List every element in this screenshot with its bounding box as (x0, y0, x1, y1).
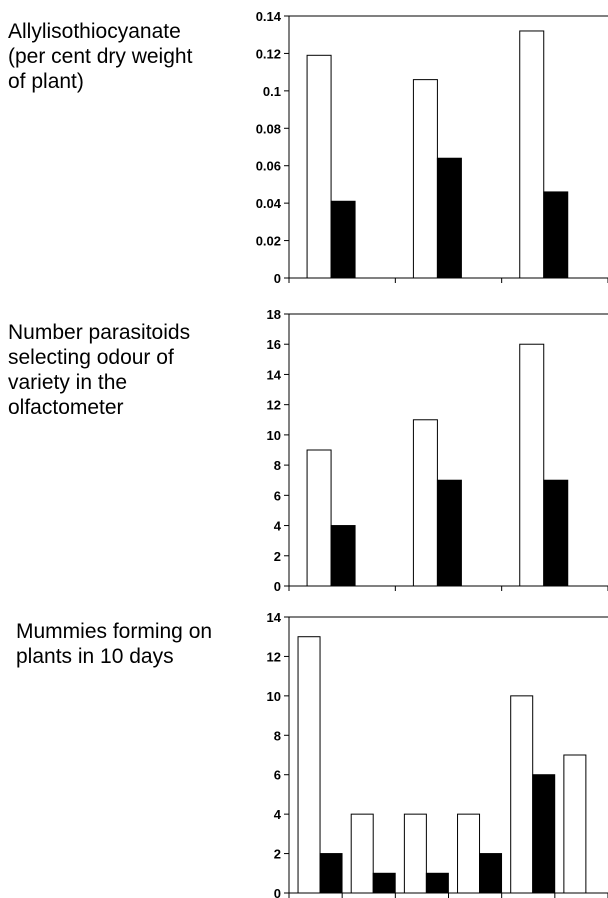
chart-3-ytick-label: 4 (274, 807, 282, 822)
chart-1-title: Allylisothiocyanate (per cent dry weight… (8, 20, 193, 93)
chart-3-bar (425, 872, 449, 894)
chart-2-ytick-label: 2 (274, 549, 281, 564)
chart-2-ytick-label: 10 (267, 428, 281, 443)
chart-3-bar (403, 813, 427, 894)
chart-2-ytick-label: 0 (274, 579, 281, 594)
chart-2-title: Number parasitoids selecting odour of va… (8, 321, 191, 419)
chart-3-ytick-label: 10 (267, 689, 281, 704)
chart-3-bar (563, 754, 587, 894)
chart-3-bar (479, 853, 503, 894)
chart-3-bar (457, 813, 481, 894)
chart-1-ytick-label: 0.06 (256, 159, 281, 174)
chart-1-ytick-label: 0.02 (256, 234, 281, 249)
chart-2-bar (412, 419, 438, 587)
chart-2-ytick-label: 4 (274, 519, 282, 534)
chart-1-ytick-label: 0.04 (256, 196, 282, 211)
chart-3-title: Mummies forming on plants in 10 days (16, 620, 213, 668)
chart-2-bar (436, 479, 462, 587)
chart-2-ytick-label: 8 (274, 458, 281, 473)
chart-3-bar (319, 853, 343, 894)
chart-3-ytick-label: 8 (274, 728, 281, 743)
chart-3-ytick-label: 2 (274, 847, 281, 862)
chart-1-bar (412, 79, 438, 279)
chart-3-bar (372, 872, 396, 894)
chart-1-bar (436, 157, 462, 279)
chart-3-bar (532, 774, 556, 894)
chart-2-ytick-label: 12 (267, 398, 281, 413)
chart-2-bar (330, 525, 356, 587)
chart-3-ytick-label: 6 (274, 768, 281, 783)
chart-1-ytick-label: 0.12 (256, 46, 281, 61)
chart-2-bar (306, 449, 332, 587)
chart-2-bar (519, 343, 545, 587)
chart-3-bar (297, 636, 321, 894)
chart-1-bar (519, 30, 545, 279)
chart-1-bar (330, 200, 356, 279)
chart-2-ytick-label: 14 (267, 367, 282, 382)
chart-2-bar (543, 479, 569, 587)
chart-1-ytick-label: 0 (274, 271, 281, 286)
chart-3-bar (350, 813, 374, 894)
chart-1-ytick-label: 0.14 (256, 9, 282, 24)
chart-3-ytick-label: 0 (274, 886, 281, 898)
chart-3-ytick-label: 14 (267, 610, 282, 625)
chart-1-bar (543, 191, 569, 279)
chart-2-ytick-label: 16 (267, 337, 281, 352)
chart-1-ytick-label: 0.1 (263, 84, 281, 99)
chart-3-ytick-label: 12 (267, 649, 281, 664)
chart-2-ytick-label: 18 (267, 307, 281, 322)
chart-2-ytick-label: 6 (274, 488, 281, 503)
chart-3-bar (510, 695, 534, 894)
chart-1-bar (306, 54, 332, 279)
chart-1-ytick-label: 0.08 (256, 121, 281, 136)
